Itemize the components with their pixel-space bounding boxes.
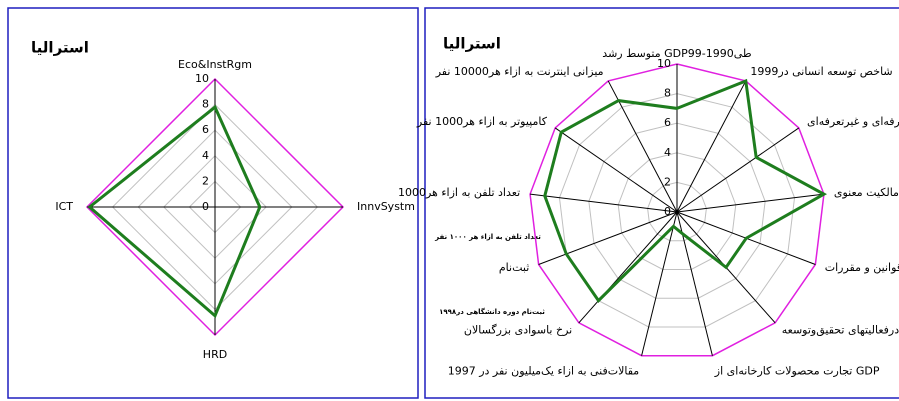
annotation: ثبت‌نام دوره دانشگاهی در۱۹۹۸ [439, 307, 545, 316]
panel-frame [7, 7, 419, 399]
tick-label: 2 [202, 174, 209, 187]
axis-label: ICT [55, 200, 73, 213]
grid-line [529, 63, 825, 357]
tick-label: 6 [664, 116, 671, 129]
spoke [530, 193, 678, 213]
series-line [87, 104, 262, 319]
chart-title: استراليا [31, 39, 89, 57]
tick-label: 10 [657, 57, 671, 70]
axis-label: تجارت محصولات کارخانه‌ای از GDP [714, 364, 880, 377]
axis-label: نرخ باسوادی بزرگسالان [464, 323, 572, 336]
spoke [676, 80, 747, 213]
axis-label: موانع تعرفه‌ای و غیرتعرفه‌ای [807, 115, 899, 128]
spoke [641, 211, 678, 356]
annotation: تعداد تلفن به ازاء هر ۱۰۰۰ نفر [434, 233, 541, 241]
spoke [538, 211, 678, 265]
axis-label: ن‌درفعالیتهای تحقیق‌وتوسعه [782, 323, 899, 337]
spoke [676, 211, 713, 356]
grid-line [588, 122, 766, 299]
axis-label: مقالات‌فنی به ازاء یک‌میلیون نفر در 1997 [448, 364, 640, 377]
panel-frame [424, 7, 899, 399]
tick-label: 10 [195, 72, 209, 85]
axis-label: تعداد تلفن به ازاء هر1000 [398, 186, 520, 199]
spoke [676, 193, 824, 213]
tick-label: 2 [664, 175, 671, 188]
tick-label: 8 [664, 87, 671, 100]
axis-label: قوانین و مقررات [825, 261, 899, 274]
axis-label: InnvSystm [357, 200, 415, 213]
axis-label: میزانی اینترنت به ازاء هر10000 نفر [435, 65, 604, 78]
tick-label: 6 [202, 123, 209, 136]
axis-label: HRD [203, 348, 227, 361]
grid-line [647, 181, 707, 242]
axis-label: حقوق مالکیت معنوی [834, 186, 899, 199]
spoke [607, 80, 678, 213]
axis-label: Eco&InstRgm [178, 58, 252, 71]
axis-label: متوسط رشد GDPطی1990-99 [602, 47, 752, 60]
series-line [543, 78, 828, 303]
spoke [578, 211, 678, 324]
tick-label: 4 [202, 149, 209, 162]
spoke [676, 127, 800, 213]
tick-label: 0 [664, 205, 671, 218]
axis-label: شاخص توسعه انسانی در1999 [750, 65, 892, 78]
tick-label: 8 [202, 98, 209, 111]
grid-line [558, 93, 796, 328]
spoke [554, 127, 678, 213]
chart-title: استراليا [443, 35, 501, 53]
tick-label: 4 [664, 146, 671, 159]
axis-label: کامپیوتر به ازاء هر1000 نفر [416, 115, 548, 128]
axis-label: ثبت‌نام [499, 261, 529, 274]
grid-line [617, 152, 737, 270]
